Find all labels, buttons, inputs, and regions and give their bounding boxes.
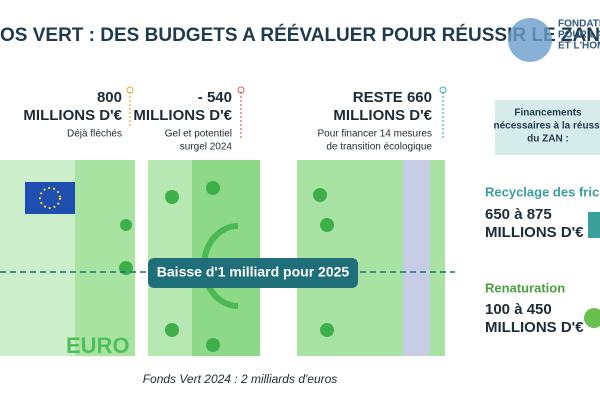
note: Déjà fléchés (67, 129, 122, 140)
stars (119, 181, 334, 352)
logo-globe (508, 18, 552, 62)
note: Gel et potentiel (165, 129, 232, 140)
leaders (129, 92, 444, 140)
tree-icon (584, 308, 600, 328)
unit: MILLIONS D'€ (23, 107, 122, 124)
need-amount: 650 à 875 (485, 206, 552, 223)
note: Pour financer 14 mesures (317, 129, 432, 140)
banknote-band (75, 160, 135, 356)
needs-heading: nécessaires à la réussi (494, 121, 600, 132)
need-label: Recyclage des friche (485, 184, 600, 199)
eu-stars (39, 187, 61, 209)
note: surgel 2024 (180, 142, 233, 153)
hologram (403, 160, 430, 356)
needs-heading: du ZAN : (527, 134, 569, 145)
note: de transition écologique (326, 142, 432, 153)
unit: MILLIONS D'€ (333, 107, 432, 124)
banknote-text: EURO (66, 333, 130, 358)
need-amount: 100 à 450 (485, 301, 552, 318)
banner-text: Baisse d'1 milliard pour 2025 (157, 264, 350, 280)
need-unit: MILLIONS D'€ (485, 319, 584, 336)
logo-text: FONDATION (558, 19, 600, 30)
amount: 800 (97, 89, 122, 106)
needs-heading: Financements (514, 108, 582, 119)
title: OS VERT : DES BUDGETS A RÉÉVALUER POUR R… (0, 24, 600, 46)
logo-text: ET L'HOM (558, 41, 600, 52)
dot (439, 86, 447, 94)
amount: RESTE 660 (353, 89, 432, 106)
caption: Fonds Vert 2024 : 2 milliards d'euros (143, 372, 338, 386)
need-unit: MILLIONS D'€ (485, 224, 584, 241)
need-label: Renaturation (485, 280, 565, 295)
building-icon (588, 212, 600, 238)
eu-flag (25, 182, 75, 214)
dot (126, 86, 134, 94)
amount: - 540 (198, 89, 232, 106)
banner (148, 258, 358, 288)
logo-text: POUR LA (558, 30, 600, 41)
unit: MILLIONS D'€ (133, 107, 232, 124)
needs-box (495, 100, 600, 155)
dot (237, 86, 245, 94)
